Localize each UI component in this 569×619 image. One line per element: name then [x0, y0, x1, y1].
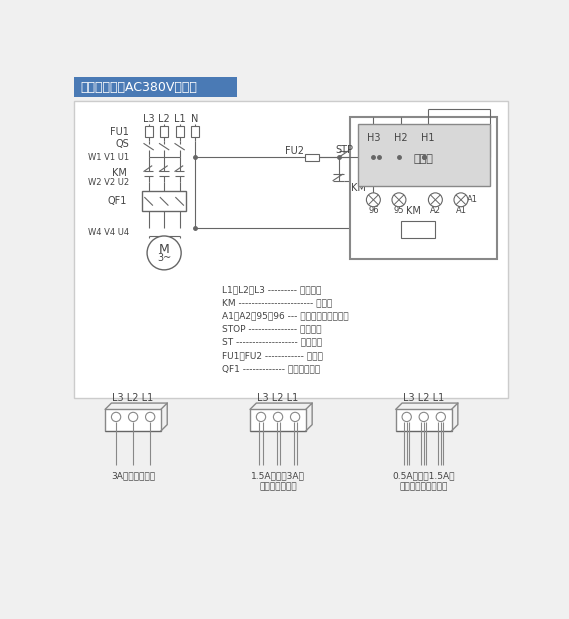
Circle shape — [257, 412, 266, 422]
Text: 控制电源电压AC380V接线图: 控制电源电压AC380V接线图 — [80, 81, 197, 94]
Text: 0.5A以上，1.5A以
下各插三次穿套小豆: 0.5A以上，1.5A以 下各插三次穿套小豆 — [393, 472, 455, 491]
Text: A2: A2 — [430, 206, 441, 215]
Text: W1 V1 U1: W1 V1 U1 — [88, 153, 129, 162]
Bar — [350, 116, 497, 259]
Text: 保护器: 保护器 — [414, 154, 434, 164]
Bar — [191, 126, 199, 137]
Text: L2: L2 — [158, 114, 170, 124]
Text: W2 V2 U2: W2 V2 U2 — [88, 178, 129, 186]
Text: KM: KM — [351, 183, 366, 193]
Text: W4 V4 U4: W4 V4 U4 — [88, 228, 129, 238]
Bar — [176, 126, 183, 137]
Circle shape — [428, 193, 442, 207]
Text: 1.5A以上，3A以
下各相二次穿心: 1.5A以上，3A以 下各相二次穿心 — [251, 472, 305, 491]
Circle shape — [419, 412, 428, 422]
Bar — [250, 409, 306, 431]
Bar — [142, 191, 186, 211]
Text: N: N — [191, 114, 199, 124]
Text: KM ----------------------- 接触器: KM ----------------------- 接触器 — [222, 298, 332, 308]
Circle shape — [366, 193, 380, 207]
Circle shape — [436, 412, 446, 422]
Circle shape — [146, 412, 155, 422]
Text: ST ------------------- 启动按钮: ST ------------------- 启动按钮 — [222, 338, 323, 347]
Text: KM: KM — [410, 224, 425, 234]
Text: M: M — [159, 243, 170, 256]
Circle shape — [273, 412, 283, 422]
Text: 95: 95 — [394, 206, 404, 215]
Text: L3 L2 L1: L3 L2 L1 — [113, 394, 154, 404]
Text: 96: 96 — [368, 206, 379, 215]
Bar — [396, 409, 452, 431]
Text: QF1: QF1 — [108, 196, 127, 206]
Text: FU2: FU2 — [284, 146, 304, 156]
Bar — [401, 220, 435, 238]
Text: QF1 ------------- 电动机保护器: QF1 ------------- 电动机保护器 — [222, 364, 320, 373]
Bar — [305, 154, 319, 162]
Bar — [105, 409, 161, 431]
Text: L3 L2 L1: L3 L2 L1 — [257, 394, 299, 404]
Circle shape — [290, 412, 300, 422]
Text: FU1: FU1 — [110, 127, 129, 137]
Bar — [387, 205, 406, 217]
Circle shape — [129, 412, 138, 422]
Bar — [74, 77, 237, 97]
Circle shape — [454, 193, 468, 207]
Bar — [358, 124, 490, 186]
Text: H3: H3 — [366, 133, 380, 143]
Circle shape — [402, 412, 411, 422]
Circle shape — [147, 236, 181, 270]
Text: QS: QS — [116, 139, 129, 149]
Text: STP: STP — [335, 145, 353, 155]
Circle shape — [392, 193, 406, 207]
Bar — [160, 126, 168, 137]
Text: A1、A2、95、96 --- 保护器接线端子号码: A1、A2、95、96 --- 保护器接线端子号码 — [222, 311, 349, 321]
Text: H2: H2 — [394, 133, 407, 143]
Text: L1、L2、L3 --------- 三相电源: L1、L2、L3 --------- 三相电源 — [222, 285, 321, 295]
Text: H1: H1 — [421, 133, 434, 143]
Text: L3 L2 L1: L3 L2 L1 — [403, 394, 444, 404]
Text: L1: L1 — [174, 114, 185, 124]
Bar — [145, 126, 152, 137]
Text: STOP --------------- 停止按钮: STOP --------------- 停止按钮 — [222, 324, 321, 334]
Text: 3~: 3~ — [157, 253, 171, 262]
Bar — [74, 102, 508, 397]
Text: 3A以上一次穿心: 3A以上一次穿心 — [111, 472, 155, 480]
Circle shape — [112, 412, 121, 422]
Text: KM: KM — [406, 206, 421, 216]
Text: ST: ST — [368, 145, 380, 155]
Text: KM: KM — [112, 168, 127, 178]
Text: L3: L3 — [143, 114, 154, 124]
Text: A1: A1 — [455, 206, 467, 215]
Text: FU1、FU2 ------------ 熔断器: FU1、FU2 ------------ 熔断器 — [222, 351, 323, 360]
Text: A1: A1 — [467, 195, 478, 204]
